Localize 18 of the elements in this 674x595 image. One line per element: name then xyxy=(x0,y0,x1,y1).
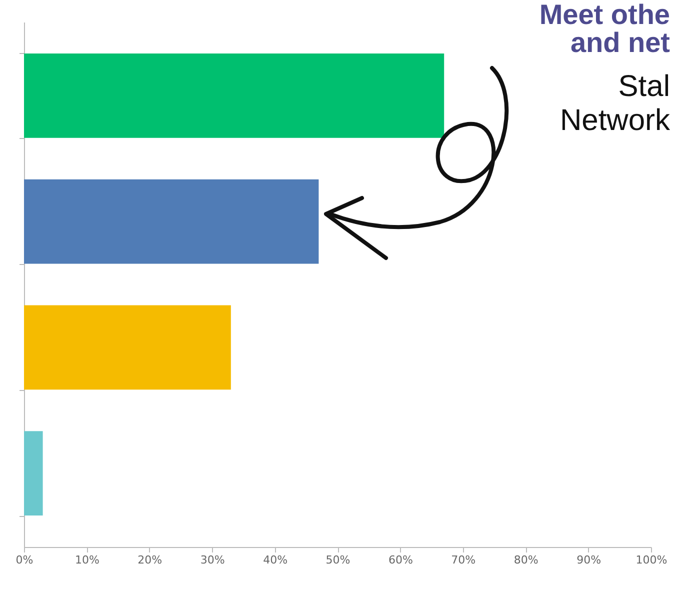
annotation: and net xyxy=(570,27,670,58)
annotation: Meet othe xyxy=(539,0,670,30)
x-tick-label: 70% xyxy=(451,554,476,566)
x-tick-label: 40% xyxy=(263,554,288,566)
x-tick-label: 90% xyxy=(576,554,602,566)
x-tick-label: 10% xyxy=(74,554,100,566)
x-tick-label: 20% xyxy=(138,554,162,566)
x-tick-label: 50% xyxy=(326,554,350,566)
x-tick-label: 30% xyxy=(200,554,225,566)
bar xyxy=(24,431,43,516)
annotation: Network xyxy=(560,104,670,138)
annotation: Stal xyxy=(618,70,670,104)
bar xyxy=(24,305,231,390)
x-tick-label: 60% xyxy=(388,554,413,566)
x-tick-label: 80% xyxy=(514,554,538,566)
bar xyxy=(24,179,319,264)
x-tick-label: 100% xyxy=(636,554,668,566)
x-tick-label: 0% xyxy=(16,554,34,566)
